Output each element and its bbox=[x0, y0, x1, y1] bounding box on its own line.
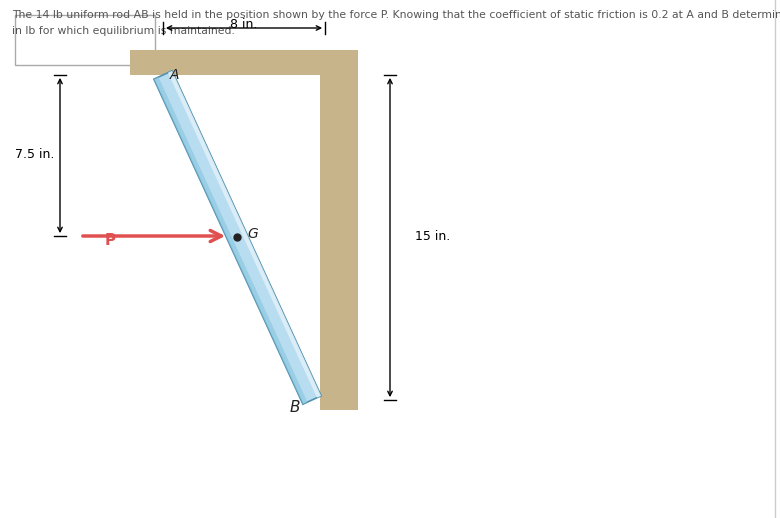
Text: G: G bbox=[247, 227, 257, 241]
Polygon shape bbox=[154, 77, 307, 404]
Text: A: A bbox=[170, 68, 179, 82]
Text: 15 in.: 15 in. bbox=[415, 231, 450, 243]
Bar bbox=[15, 15, 155, 65]
Text: P: P bbox=[105, 233, 116, 248]
Text: The 14 lb uniform rod AB is held in the position shown by the force P. Knowing t: The 14 lb uniform rod AB is held in the … bbox=[12, 10, 780, 20]
Text: 8 in.: 8 in. bbox=[230, 18, 257, 31]
Text: B: B bbox=[289, 400, 300, 415]
Bar bbox=[130, 50, 345, 75]
Bar bbox=[320, 50, 358, 410]
Text: 7.5 in.: 7.5 in. bbox=[16, 149, 55, 162]
Polygon shape bbox=[154, 71, 321, 404]
Text: in lb for which equilibrium is maintained.: in lb for which equilibrium is maintaine… bbox=[12, 26, 235, 36]
Polygon shape bbox=[168, 71, 321, 398]
